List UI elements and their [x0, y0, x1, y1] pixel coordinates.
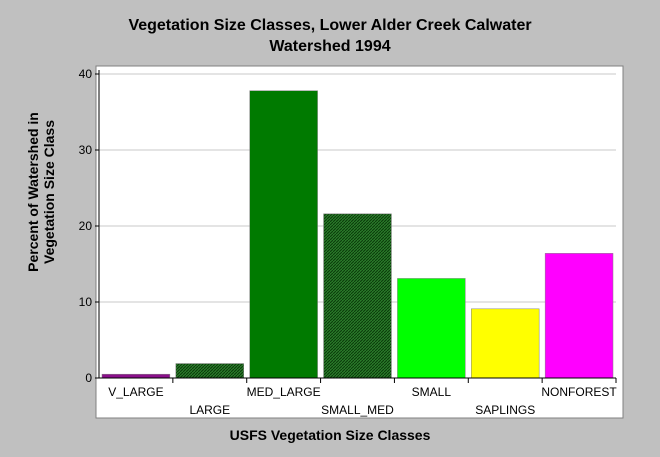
chart-title-line-2: Watershed 1994 — [269, 38, 390, 55]
chart-title-line-1: Vegetation Size Classes, Lower Alder Cre… — [128, 17, 531, 34]
x-category-label: NONFOREST — [541, 385, 617, 399]
x-category-label: V_LARGE — [108, 385, 163, 399]
bar-nonforest — [544, 253, 614, 379]
axes — [95, 70, 617, 383]
y-tick-labels: 0 10 20 30 40 — [79, 67, 93, 385]
y-tick-label: 30 — [79, 143, 93, 157]
bar-v-large — [101, 373, 171, 379]
y-tick-label: 40 — [79, 67, 93, 81]
bars — [101, 90, 614, 379]
y-tick-label: 20 — [79, 219, 93, 233]
x-category-label: SMALL — [412, 385, 452, 399]
x-category-label: MED_LARGE — [247, 385, 321, 399]
x-category-label: LARGE — [189, 403, 230, 417]
bar-large — [175, 363, 244, 379]
x-axis-title: USFS Vegetation Size Classes — [230, 427, 431, 443]
y-axis-title-line-1: Percent of Watershed in — [25, 112, 41, 272]
bar-saplings — [471, 308, 540, 379]
x-category-label: SMALL_MED — [321, 403, 394, 417]
y-tick-label: 0 — [85, 371, 92, 385]
y-tick-label: 10 — [79, 295, 93, 309]
bar-med-large — [249, 90, 318, 379]
y-axis-title: Percent of Watershed in Vegetation Size … — [25, 112, 57, 272]
bar-small-med — [323, 213, 392, 379]
bar-small — [397, 278, 466, 379]
y-axis-title-line-2: Vegetation Size Class — [41, 120, 57, 264]
x-category-label: SAPLINGS — [475, 403, 535, 417]
